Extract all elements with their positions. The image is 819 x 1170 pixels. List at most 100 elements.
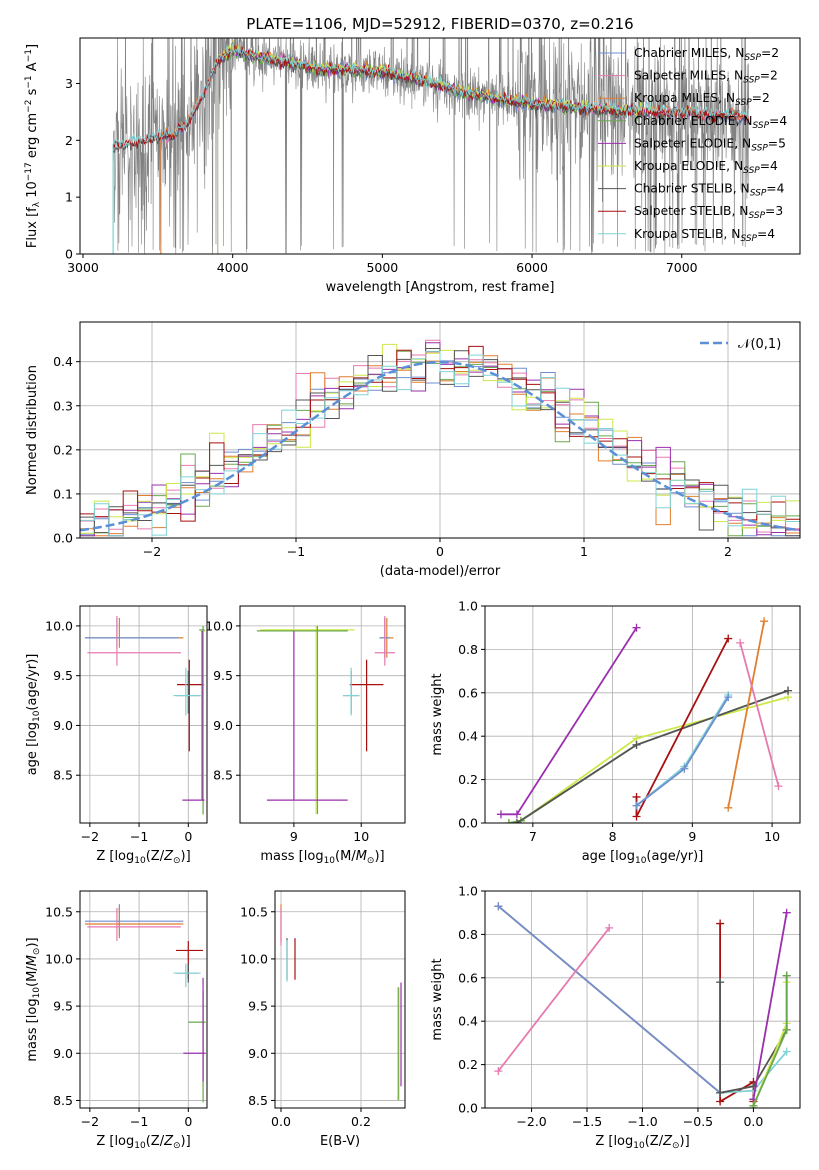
- y-tick-label: 10.0: [240, 951, 268, 966]
- x-axis-label: Z [log10(Z/Z⊙)]: [96, 1134, 190, 1151]
- point-marker-chabrier-miles: [632, 801, 641, 810]
- y-tick-label: 0.6: [458, 970, 478, 985]
- point-marker-salpeter-miles: [494, 1067, 503, 1076]
- x-tick-label: 0.0: [743, 1114, 763, 1129]
- label-fragment: SSP: [751, 143, 768, 153]
- age-vs-z-plot-area: −2 −1 08.59.09.510.0Z [log10(Z/Z⊙)]age [lo…: [25, 605, 208, 866]
- label-fragment: A: [25, 62, 40, 71]
- label-fragment: SSP: [749, 211, 766, 221]
- mass-vs-ebv-plot-area: 0.0 0.2 8.5 9.0 9.5 10.0 10.5 E(B-V): [240, 890, 406, 1149]
- point-marker-chabrier-stelib: [716, 1088, 725, 1097]
- point-marker-salpeter-stelib: [632, 792, 641, 801]
- x-axis-label: mass [log10(M/M⊙)]: [260, 849, 384, 866]
- x-axis-label: E(B-V): [320, 1134, 360, 1149]
- point-marker-chabrier-miles: [494, 902, 503, 911]
- point-marker-chabrier-stelib: [784, 686, 793, 695]
- series-line-chabrier-elodie: [752, 975, 788, 1108]
- x-tick-label: 0: [184, 829, 192, 844]
- plot-layer: [280, 904, 402, 1101]
- x-tick-label: 2: [724, 544, 732, 559]
- label-fragment: =2: [761, 46, 779, 60]
- label-fragment: log: [615, 849, 635, 864]
- y-tick-label: 9.5: [53, 668, 73, 683]
- point-marker-chabrier-elodie: [782, 971, 791, 980]
- label-fragment: =2: [752, 91, 770, 105]
- y-tick-label: 9.0: [53, 1046, 73, 1061]
- label-fragment: M: [356, 849, 367, 864]
- label-fragment: )]: [374, 849, 384, 864]
- x-tick-label: −1.0: [627, 1114, 657, 1129]
- label-fragment: Z [: [595, 1134, 613, 1149]
- y-tick-label: 1: [65, 190, 73, 205]
- y-tick-label: 0.3: [53, 398, 73, 413]
- point-marker-chabrier-stelib: [512, 819, 521, 823]
- point-marker-chabrier-miles: [724, 693, 733, 702]
- point-marker-salpeter-stelib: [632, 812, 641, 821]
- point-marker-salpeter-stelib: [716, 1097, 725, 1106]
- label-fragment: Chabrier STELIB, N: [634, 182, 750, 196]
- label-fragment: Kroupa STELIB, N: [634, 227, 740, 241]
- axes-frame: [79, 890, 208, 1109]
- x-tick-label: 9: [688, 829, 696, 844]
- label-fragment: log: [114, 1134, 134, 1149]
- y-tick-label: 0.2: [458, 772, 478, 787]
- point-marker-chabrier-elodie: [749, 1101, 758, 1108]
- legend-label-chabrier-miles: Chabrier MILES, NSSP=2: [634, 46, 779, 63]
- label-fragment: (M/: [335, 849, 356, 864]
- label-fragment: (Z/: [146, 849, 165, 864]
- label-fragment: 10: [25, 181, 40, 198]
- x-axis-label: age [log10(age/yr)]: [582, 849, 704, 866]
- plot-layer: [84, 904, 206, 1103]
- label-fragment: Salpeter MILES, N: [634, 69, 743, 83]
- plot-layer: [256, 615, 395, 815]
- legend-label-kroupa-stelib: Kroupa STELIB, NSSP=4: [634, 227, 775, 244]
- label-fragment: SSP: [750, 189, 767, 199]
- label-fragment: =4: [760, 159, 778, 173]
- plot-layer: [496, 617, 793, 823]
- label-fragment: Chabrier MILES, N: [634, 46, 744, 60]
- point-marker-chabrier-stelib: [632, 740, 641, 749]
- label-fragment: log: [613, 1134, 633, 1149]
- y-tick-label: 9.0: [53, 718, 73, 733]
- point-marker-salpeter-elodie: [496, 810, 505, 819]
- x-tick-label: 7000: [666, 260, 698, 275]
- y-tick-label: 8.5: [53, 768, 73, 783]
- label-fragment: mass weight: [430, 673, 445, 755]
- label-fragment: erg: [25, 133, 40, 163]
- label-fragment: SSP: [752, 121, 769, 131]
- point-marker-salpeter-elodie: [632, 623, 641, 632]
- point-marker-salpeter-miles: [736, 638, 745, 647]
- legend-label-kroupa-miles: Kroupa MILES, NSSP=2: [634, 91, 770, 108]
- label-fragment: (age/yr)]: [25, 654, 40, 711]
- label-fragment: ⊙: [32, 948, 42, 956]
- label-fragment: =4: [757, 227, 775, 241]
- x-tick-label: −1: [130, 829, 148, 844]
- point-marker-kroupa-miles: [724, 803, 733, 812]
- label-fragment: )]: [181, 849, 191, 864]
- point-marker-chabrier-miles: [680, 764, 689, 773]
- label-fragment: =4: [766, 182, 784, 196]
- x-tick-label: 6000: [516, 260, 548, 275]
- point-marker-kroupa-stelib: [782, 1047, 791, 1056]
- x-tick-label: 0: [436, 544, 444, 559]
- x-tick-label: 9: [290, 829, 298, 844]
- y-tick-label: 0.4: [53, 354, 73, 369]
- point-marker-salpeter-elodie: [782, 908, 791, 917]
- massweight-vs-z-panel: −2.0 −1.5 −1.0 −0.5 0.0 0.0 0.2 0.4 0.6 0.8 1.0 Z […: [430, 884, 801, 1151]
- label-fragment: Z: [163, 1134, 174, 1149]
- y-tick-label: 0.4: [458, 1014, 478, 1029]
- label-fragment: Salpeter ELODIE, N: [634, 136, 751, 150]
- plot-layer: [494, 902, 791, 1108]
- x-tick-label: 4000: [217, 260, 249, 275]
- label-fragment: M: [25, 955, 40, 966]
- label-fragment: log: [25, 722, 40, 742]
- label-fragment: Z: [662, 1134, 673, 1149]
- x-tick-label: −1: [287, 544, 305, 559]
- plot-layer: [80, 339, 800, 537]
- y-tick-label: 10.5: [45, 904, 73, 919]
- label-fragment: wavelength [Angstrom, rest frame]: [326, 280, 555, 295]
- label-fragment: Kroupa MILES, N: [634, 91, 735, 105]
- label-fragment: 10: [134, 1141, 146, 1151]
